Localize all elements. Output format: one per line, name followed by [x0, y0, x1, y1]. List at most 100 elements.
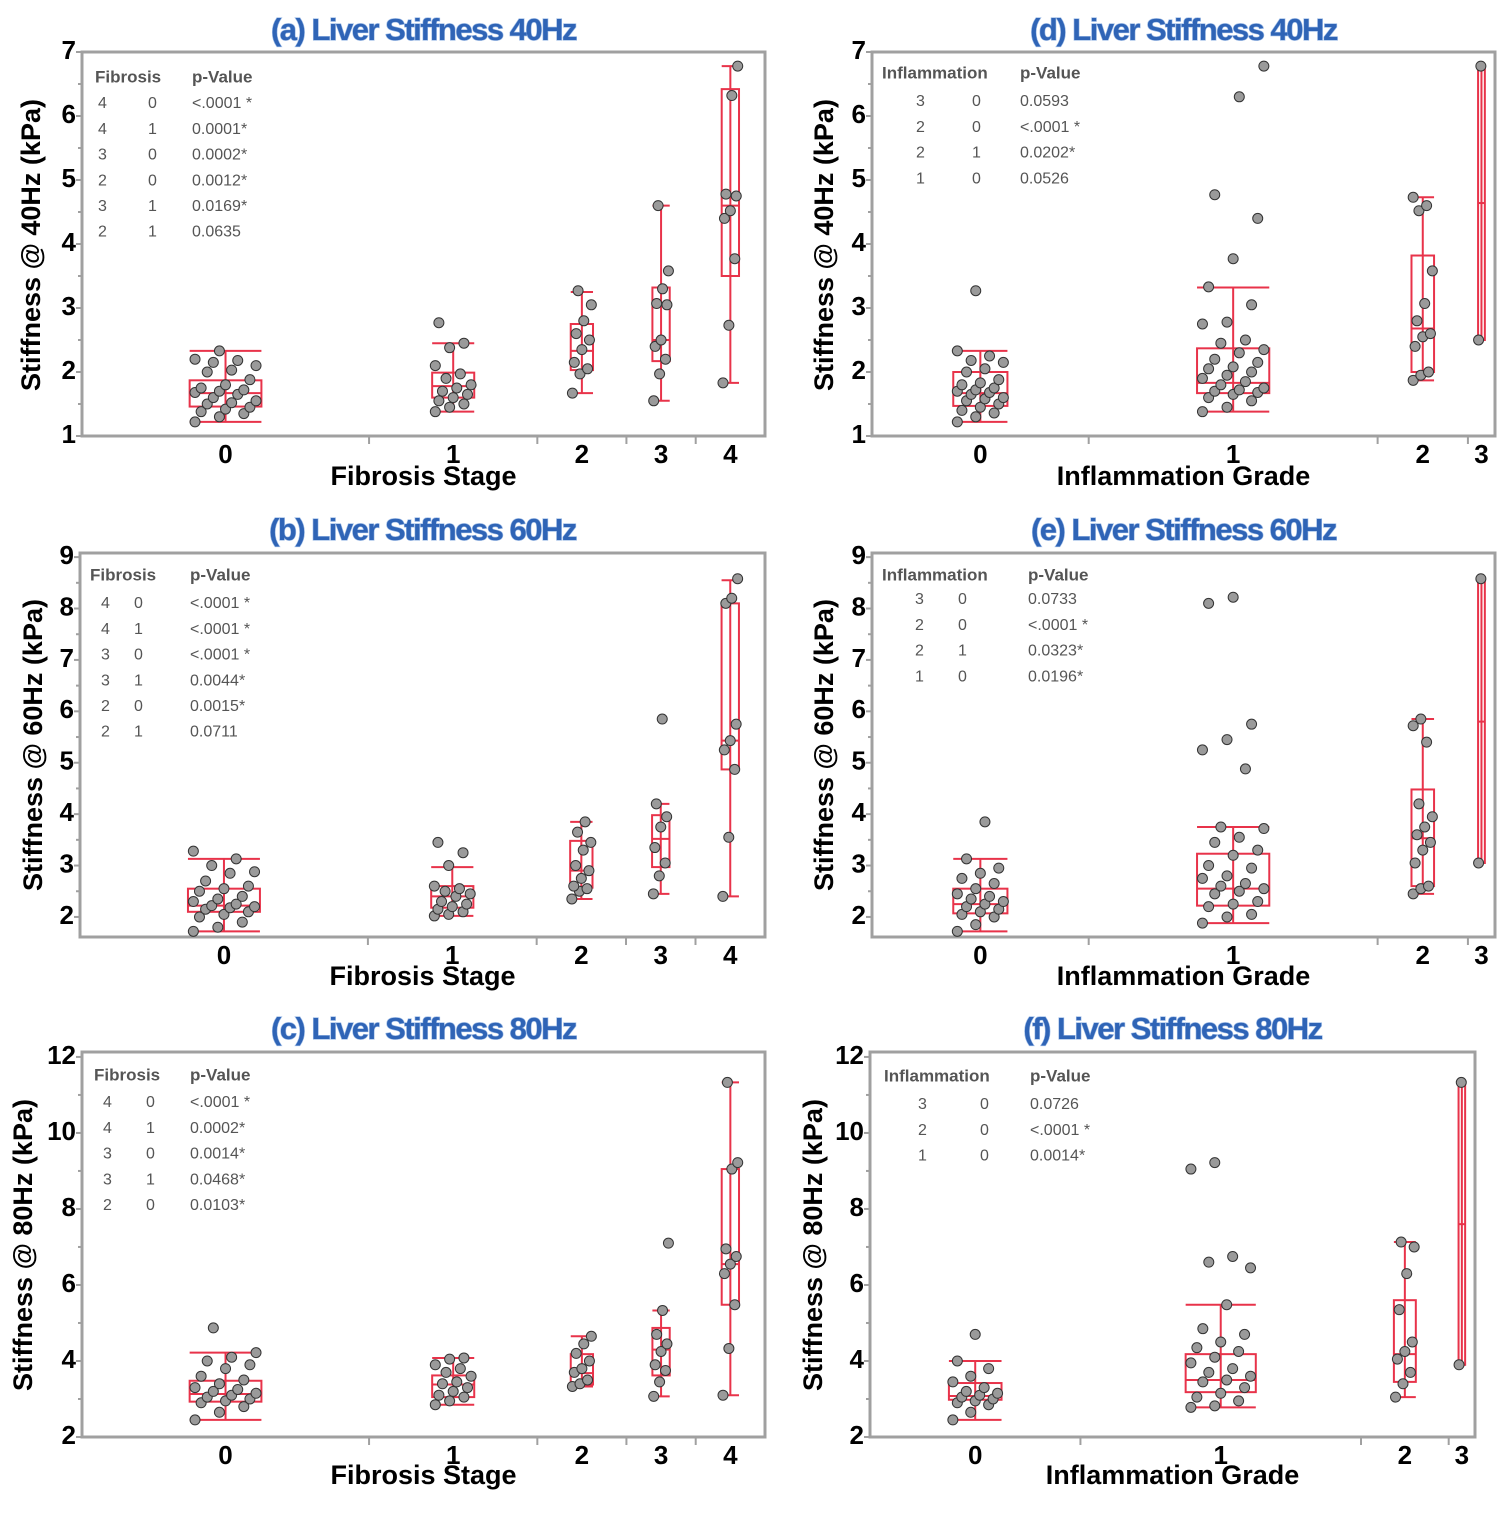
data-point — [979, 816, 991, 828]
table-cell-pvalue: 0.0196* — [1028, 668, 1083, 685]
data-point — [1197, 1323, 1209, 1335]
data-point — [242, 880, 254, 892]
data-point — [1245, 1262, 1257, 1274]
data-point — [187, 925, 199, 937]
data-point — [236, 890, 248, 902]
data-point — [1203, 597, 1215, 609]
data-point — [582, 1374, 594, 1386]
data-point — [249, 866, 261, 878]
table-header-group: Inflammation — [882, 565, 988, 584]
data-point — [983, 1363, 995, 1375]
iqr-box — [651, 814, 671, 869]
data-point — [1196, 372, 1208, 384]
panel-title: (c) Liver Stiffness 80Hz — [271, 1011, 577, 1046]
data-point — [1417, 844, 1429, 856]
x-tick-label: 4 — [723, 1440, 738, 1470]
data-point — [461, 898, 473, 910]
data-point — [649, 1359, 661, 1371]
y-tick-label: 6 — [62, 1268, 76, 1298]
x-tick-label: 3 — [1455, 1440, 1469, 1470]
data-point — [200, 875, 212, 887]
data-point — [1258, 382, 1270, 394]
table-cell-pvalue: 0.0014* — [1030, 1148, 1085, 1165]
data-point — [1426, 265, 1438, 277]
box-plot-3 — [1473, 573, 1487, 869]
data-point — [454, 368, 466, 380]
data-point — [951, 345, 963, 357]
data-point — [648, 1390, 660, 1402]
data-point — [429, 1359, 441, 1371]
data-point — [432, 836, 444, 848]
x-tick-label: 0 — [973, 940, 987, 970]
data-point — [195, 406, 207, 418]
data-point — [187, 896, 199, 908]
data-point — [1409, 340, 1421, 352]
data-point — [1453, 1359, 1465, 1371]
data-point — [572, 826, 584, 838]
y-axis-label: Stiffness @ 80Hz (kPa) — [8, 1099, 38, 1391]
table-cell-level: 2 — [916, 119, 925, 136]
data-point — [451, 1376, 463, 1388]
data-point — [992, 1387, 1004, 1399]
data-point — [250, 395, 262, 407]
data-point — [730, 718, 742, 730]
x-tick-label: 2 — [1416, 940, 1430, 970]
x-tick-label: 1 — [446, 439, 460, 469]
data-point — [717, 1389, 729, 1401]
data-point — [655, 334, 667, 346]
x-tick-label: 3 — [1474, 439, 1488, 469]
data-point — [250, 360, 262, 372]
data-point — [1390, 1391, 1402, 1403]
y-tick-label: 10 — [47, 1116, 76, 1146]
y-tick-label: 2 — [60, 900, 74, 930]
data-point — [1221, 401, 1233, 413]
data-point — [576, 344, 588, 356]
data-point — [1409, 857, 1421, 869]
data-point — [1475, 573, 1487, 585]
data-point — [218, 883, 230, 895]
table-header-group: Inflammation — [882, 63, 988, 82]
y-tick-label: 7 — [62, 35, 76, 65]
box-plot-4 — [717, 60, 744, 389]
data-point — [965, 354, 977, 366]
x-tick-label: 3 — [654, 439, 668, 469]
data-point — [444, 401, 456, 413]
data-point — [1233, 347, 1245, 359]
y-tick-label: 3 — [852, 291, 866, 321]
data-point — [1233, 91, 1245, 103]
table-cell-level: 2 — [915, 617, 924, 634]
data-point — [661, 811, 673, 823]
data-point — [723, 831, 735, 843]
table-cell-level: 3 — [101, 672, 110, 689]
data-point — [244, 1359, 256, 1371]
table-cell-level: 3 — [915, 591, 924, 608]
table-cell-level: 0 — [980, 1148, 989, 1165]
table-cell-level: 3 — [916, 93, 925, 110]
data-point — [238, 1374, 250, 1386]
data-point — [1401, 1268, 1413, 1280]
y-tick-label: 2 — [852, 900, 866, 930]
data-point — [429, 360, 441, 372]
data-point — [984, 350, 996, 362]
box-plot-2 — [566, 816, 597, 905]
table-cell-level: 2 — [98, 224, 107, 241]
table-cell-pvalue: 0.0044* — [190, 672, 245, 689]
data-point — [720, 1243, 732, 1255]
data-point — [724, 205, 736, 217]
data-point — [1408, 1241, 1420, 1253]
table-cell-pvalue: <.0001 * — [190, 595, 250, 612]
data-point — [1221, 870, 1233, 882]
table-cell-level: 1 — [958, 643, 967, 660]
box-plot-2 — [566, 1330, 597, 1392]
y-tick-label: 7 — [60, 643, 74, 673]
data-point — [572, 285, 584, 297]
data-point — [458, 337, 470, 349]
data-point — [1233, 384, 1245, 396]
data-point — [1209, 1157, 1221, 1169]
table-cell-level: 0 — [146, 1197, 155, 1214]
table-cell-level: 3 — [918, 1096, 927, 1113]
y-axis-label: Stiffness @ 60Hz (kPa) — [809, 599, 839, 891]
iqr-box — [720, 1168, 741, 1306]
panel-e: (e) Liver Stiffness 60Hz 2 3 4 5 6 7 8 9 Inflamma… — [809, 512, 1497, 991]
x-axis-label: Fibrosis Stage — [330, 461, 516, 491]
